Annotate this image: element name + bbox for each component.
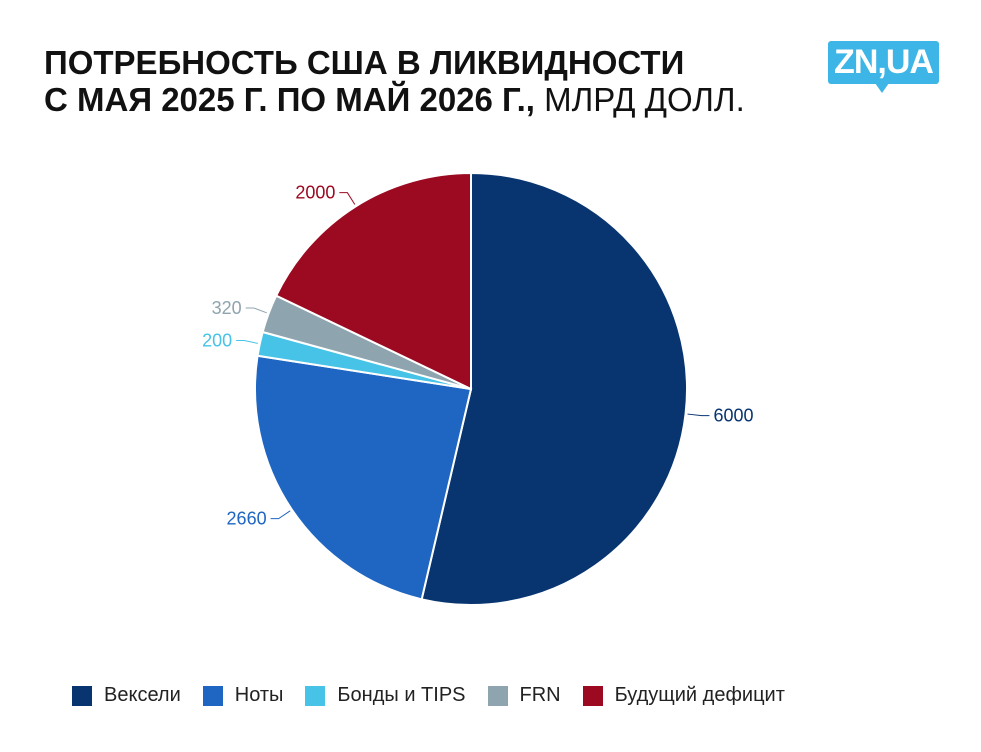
legend-label-1: Ноты xyxy=(234,684,284,706)
legend-item-4: Будущий дефицит xyxy=(582,684,785,707)
legend-label-3: FRN xyxy=(519,684,561,706)
legend-swatch-0 xyxy=(72,685,92,706)
chart-title-units: МЛРД ДОЛЛ. xyxy=(544,81,745,118)
data-label-4: 2000 xyxy=(295,183,335,203)
leader-line-1 xyxy=(270,510,291,520)
logo-text: ZN,UA xyxy=(834,43,934,81)
data-label-0: 6000 xyxy=(713,406,753,426)
chart-legend: Вексели Ноты Бонды и TIPS FRN Будущий дефици… xyxy=(72,684,807,707)
legend-item-0: Вексели xyxy=(72,684,181,707)
data-label-3: 320 xyxy=(212,298,242,318)
legend-swatch-4 xyxy=(582,685,603,706)
legend-swatch-2 xyxy=(305,685,326,706)
data-label-1: 2660 xyxy=(227,509,267,529)
legend-item-2: Бонды и TIPS xyxy=(305,684,466,707)
legend-label-2: Бонды и TIPS xyxy=(337,684,466,706)
zn-ua-logo: ZN,UA xyxy=(828,41,939,95)
legend-swatch-1 xyxy=(202,685,223,706)
logo-speech-tail xyxy=(875,83,889,93)
leader-line-4 xyxy=(339,192,356,205)
pie-slice-1 xyxy=(254,354,473,601)
leader-line-2 xyxy=(236,339,258,344)
legend-item-1: Ноты xyxy=(202,684,284,707)
chart-title-bold: ПОТРЕБНОСТЬ США В ЛИКВИДНОСТИ С МАЯ 2025 … xyxy=(44,44,685,118)
data-label-2: 200 xyxy=(202,330,232,350)
legend-swatch-3 xyxy=(487,685,508,706)
pie-slice-0 xyxy=(420,171,688,606)
leader-line-3 xyxy=(245,307,267,314)
pie-slice-4 xyxy=(274,171,472,391)
logo-badge: ZN,UA xyxy=(828,41,939,84)
legend-label-0: Вексели xyxy=(104,684,181,706)
leader-line-0 xyxy=(687,413,710,417)
legend-label-4: Будущий дефицит xyxy=(614,684,785,706)
chart-title: ПОТРЕБНОСТЬ США В ЛИКВИДНОСТИ С МАЯ 2025 … xyxy=(44,44,745,118)
legend-item-3: FRN xyxy=(487,684,561,707)
